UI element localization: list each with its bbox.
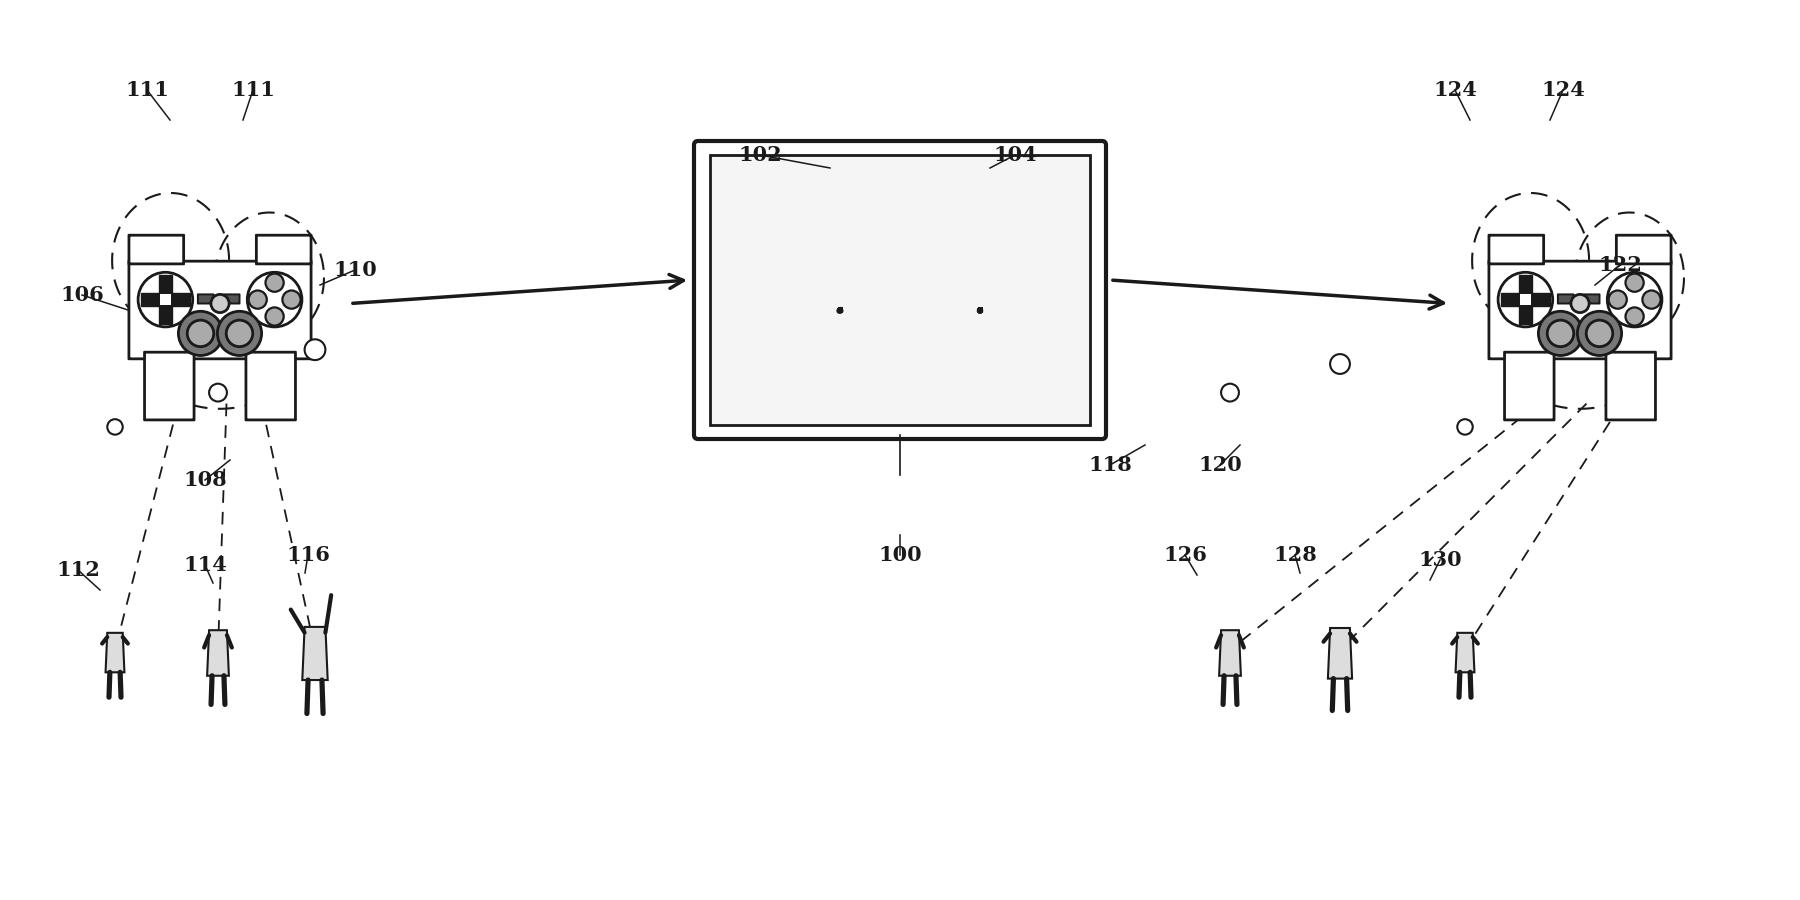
- Bar: [1519, 274, 1532, 324]
- Text: 120: 120: [1199, 455, 1242, 475]
- FancyBboxPatch shape: [130, 235, 184, 264]
- Circle shape: [1498, 273, 1553, 327]
- Polygon shape: [207, 630, 229, 676]
- FancyBboxPatch shape: [198, 294, 214, 303]
- Text: 112: 112: [56, 560, 101, 580]
- Text: 110: 110: [333, 260, 376, 280]
- Text: 102: 102: [738, 145, 781, 165]
- FancyBboxPatch shape: [1606, 352, 1656, 420]
- Circle shape: [1577, 311, 1622, 356]
- Text: 124: 124: [1433, 80, 1478, 100]
- Circle shape: [187, 320, 214, 346]
- Circle shape: [1625, 274, 1643, 292]
- Circle shape: [1548, 320, 1573, 346]
- Text: 104: 104: [994, 145, 1037, 165]
- Text: 122: 122: [1598, 255, 1642, 275]
- Circle shape: [1539, 311, 1582, 356]
- FancyBboxPatch shape: [130, 261, 311, 359]
- Circle shape: [247, 273, 302, 327]
- Circle shape: [1330, 354, 1350, 373]
- FancyBboxPatch shape: [223, 294, 239, 303]
- Text: 118: 118: [1089, 455, 1132, 475]
- Circle shape: [1586, 320, 1613, 346]
- Bar: [160, 294, 171, 305]
- Polygon shape: [302, 627, 328, 680]
- Circle shape: [1609, 291, 1627, 309]
- Circle shape: [248, 291, 266, 309]
- Text: 106: 106: [59, 285, 104, 305]
- Text: 111: 111: [124, 80, 169, 100]
- FancyBboxPatch shape: [1489, 235, 1544, 264]
- Text: 100: 100: [878, 545, 922, 565]
- Text: 111: 111: [230, 80, 275, 100]
- Polygon shape: [1219, 630, 1240, 676]
- Circle shape: [139, 273, 193, 327]
- Circle shape: [178, 311, 223, 356]
- FancyBboxPatch shape: [1584, 294, 1600, 303]
- Circle shape: [1571, 294, 1589, 312]
- Bar: [1521, 294, 1530, 305]
- Circle shape: [108, 419, 122, 435]
- Bar: [709, 155, 1091, 425]
- Bar: [1501, 293, 1550, 306]
- Circle shape: [1458, 419, 1472, 435]
- Circle shape: [1220, 383, 1238, 401]
- FancyBboxPatch shape: [1489, 261, 1670, 359]
- Text: 116: 116: [286, 545, 329, 565]
- Circle shape: [209, 383, 227, 401]
- Text: 124: 124: [1541, 80, 1586, 100]
- Text: 126: 126: [1163, 545, 1208, 565]
- Bar: [140, 293, 191, 306]
- Circle shape: [211, 294, 229, 312]
- Text: 128: 128: [1273, 545, 1318, 565]
- FancyBboxPatch shape: [1557, 294, 1573, 303]
- FancyBboxPatch shape: [247, 352, 295, 420]
- Circle shape: [304, 339, 326, 360]
- Text: 108: 108: [184, 470, 227, 490]
- FancyBboxPatch shape: [1505, 352, 1553, 420]
- Text: 130: 130: [1418, 550, 1462, 570]
- FancyBboxPatch shape: [256, 235, 311, 264]
- Circle shape: [218, 311, 261, 356]
- Circle shape: [227, 320, 252, 346]
- Polygon shape: [106, 633, 124, 672]
- Circle shape: [266, 274, 284, 292]
- FancyBboxPatch shape: [144, 352, 194, 420]
- Circle shape: [1607, 273, 1661, 327]
- FancyBboxPatch shape: [1616, 235, 1670, 264]
- Circle shape: [283, 291, 301, 309]
- Polygon shape: [1456, 633, 1474, 672]
- Bar: [158, 274, 173, 324]
- Polygon shape: [1328, 628, 1352, 679]
- Circle shape: [1625, 308, 1643, 326]
- FancyBboxPatch shape: [695, 141, 1105, 439]
- Text: 114: 114: [184, 555, 227, 575]
- Circle shape: [266, 308, 284, 326]
- Circle shape: [1642, 291, 1661, 309]
